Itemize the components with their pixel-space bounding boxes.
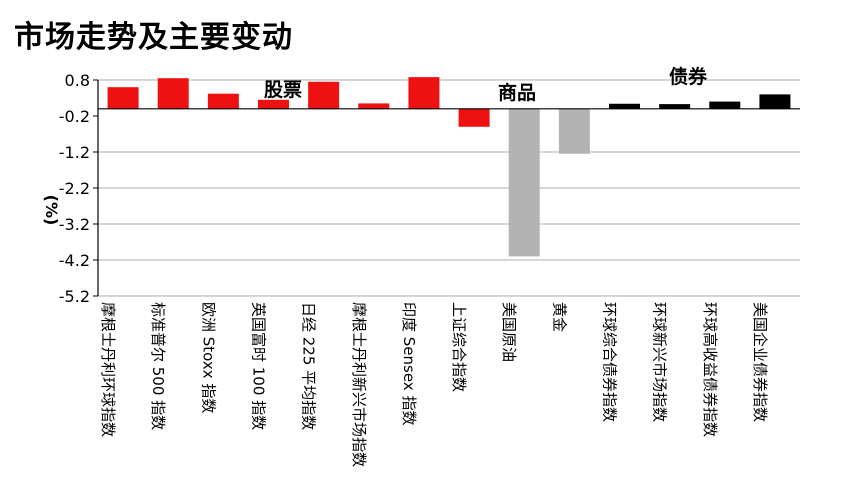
y-tick-label: -4.2: [59, 251, 90, 270]
y-tick-label: -3.2: [59, 215, 90, 234]
category-labels: 摩根士丹利环球指数 标准普尔 500 指数 欧洲 Stoxx 指数 英国富时 100 …: [99, 302, 769, 467]
category-label: 日经 225 平均指数: [300, 302, 318, 430]
category-label: 黄金: [550, 302, 568, 332]
bar: [258, 99, 289, 109]
group-label: 商品: [498, 81, 536, 104]
bar: [558, 108, 590, 154]
category-label: 美国企业债券指数: [751, 302, 769, 422]
y-tick-label: -1.2: [59, 143, 90, 162]
category-label: 摩根士丹利环球指数: [99, 302, 117, 437]
bar: [157, 78, 189, 109]
category-label: 环球综合债券指数: [601, 302, 619, 422]
y-axis-label: (%): [42, 195, 61, 226]
axes: 0.8 -0.2 -1.2 -2.2 -3.2 -4.2 -5.2: [59, 71, 800, 306]
bar: [408, 77, 440, 109]
bar: [508, 108, 540, 257]
category-label: 摩根士丹利新兴市场指数: [350, 302, 368, 467]
bar: [759, 94, 791, 109]
bar: [107, 87, 139, 109]
category-label: 印度 Sensex 指数: [400, 302, 418, 425]
grid-lines: [98, 79, 800, 297]
bar: [659, 104, 691, 109]
category-label: 欧洲 Stoxx 指数: [199, 302, 217, 413]
category-label: 环球新兴市场指数: [651, 302, 669, 422]
category-label: 环球高收益债券指数: [701, 302, 719, 437]
y-tick-label: -5.2: [59, 287, 90, 306]
bar: [207, 93, 239, 109]
chart-title: 市场走势及主要变动: [14, 20, 293, 55]
y-tick-label: -0.2: [59, 107, 90, 126]
bar: [308, 81, 340, 109]
bar: [458, 108, 490, 127]
category-label: 美国原油: [500, 302, 518, 362]
bar: [709, 101, 741, 109]
bar: [358, 103, 390, 109]
y-tick-label: 0.8: [65, 71, 90, 90]
group-label: 股票: [264, 79, 302, 101]
category-label: 英国富时 100 指数: [250, 302, 268, 430]
bars: [107, 77, 791, 257]
group-label: 债券: [669, 65, 708, 88]
bar: [609, 103, 640, 109]
category-label: 上证综合指数: [450, 302, 468, 392]
group-labels: 股票 商品 债券: [264, 65, 708, 104]
y-tick-label: -2.2: [59, 179, 90, 198]
category-label: 标准普尔 500 指数: [149, 302, 167, 430]
